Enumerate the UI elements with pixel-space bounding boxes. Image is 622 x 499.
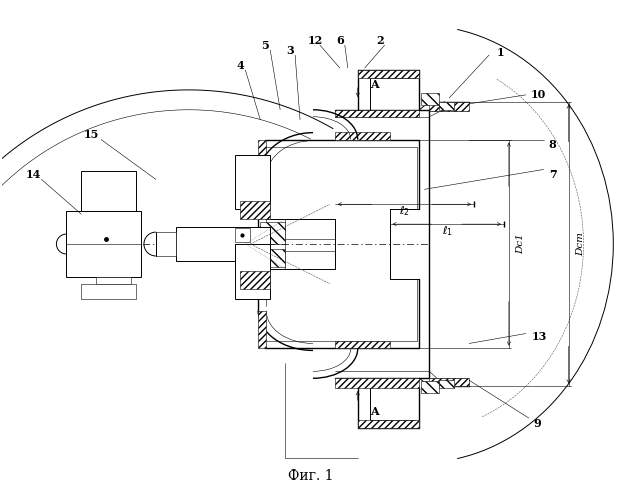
Text: A: A [369,406,378,417]
Bar [235,155,270,209]
Text: 1: 1 [497,46,504,57]
Text: 3: 3 [286,44,294,55]
Text: Фиг. 1: Фиг. 1 [288,469,334,483]
Bar [335,378,419,388]
Text: 9: 9 [534,418,542,429]
Text: 13: 13 [532,331,547,342]
Bar [67,211,141,277]
Bar [358,420,419,428]
Bar [96,277,131,284]
Text: 10: 10 [531,89,546,100]
Text: $\ell_1$: $\ell_1$ [442,224,453,238]
Bar [81,284,136,299]
Bar [235,228,250,242]
Text: 12: 12 [307,34,323,46]
Text: 15: 15 [83,129,99,140]
Bar [335,110,419,117]
Bar [439,380,454,388]
Text: 7: 7 [549,169,557,180]
Bar [429,378,469,386]
Bar [421,93,439,105]
Bar [258,311,266,348]
Text: 5: 5 [261,39,269,50]
Bar [240,201,270,219]
Bar [235,244,270,299]
Bar [421,381,439,393]
Bar [260,249,285,267]
Text: $\ell_2$: $\ell_2$ [399,204,410,218]
Text: A: A [369,79,378,90]
Text: 4: 4 [236,59,244,70]
Bar [258,140,266,178]
Text: 6: 6 [336,34,344,46]
Text: 2: 2 [376,34,383,46]
Text: Dc1: Dc1 [516,234,526,254]
Bar [358,70,419,78]
Bar [156,232,176,256]
Bar [176,227,270,261]
Text: 8: 8 [549,139,557,150]
Text: Dcm: Dcm [576,232,585,256]
Bar [240,271,270,289]
Bar [81,172,136,211]
Bar [260,222,285,244]
Bar [429,102,469,111]
Text: 14: 14 [26,169,41,180]
Bar [439,102,454,110]
Bar [335,341,389,348]
Bar [335,132,389,140]
